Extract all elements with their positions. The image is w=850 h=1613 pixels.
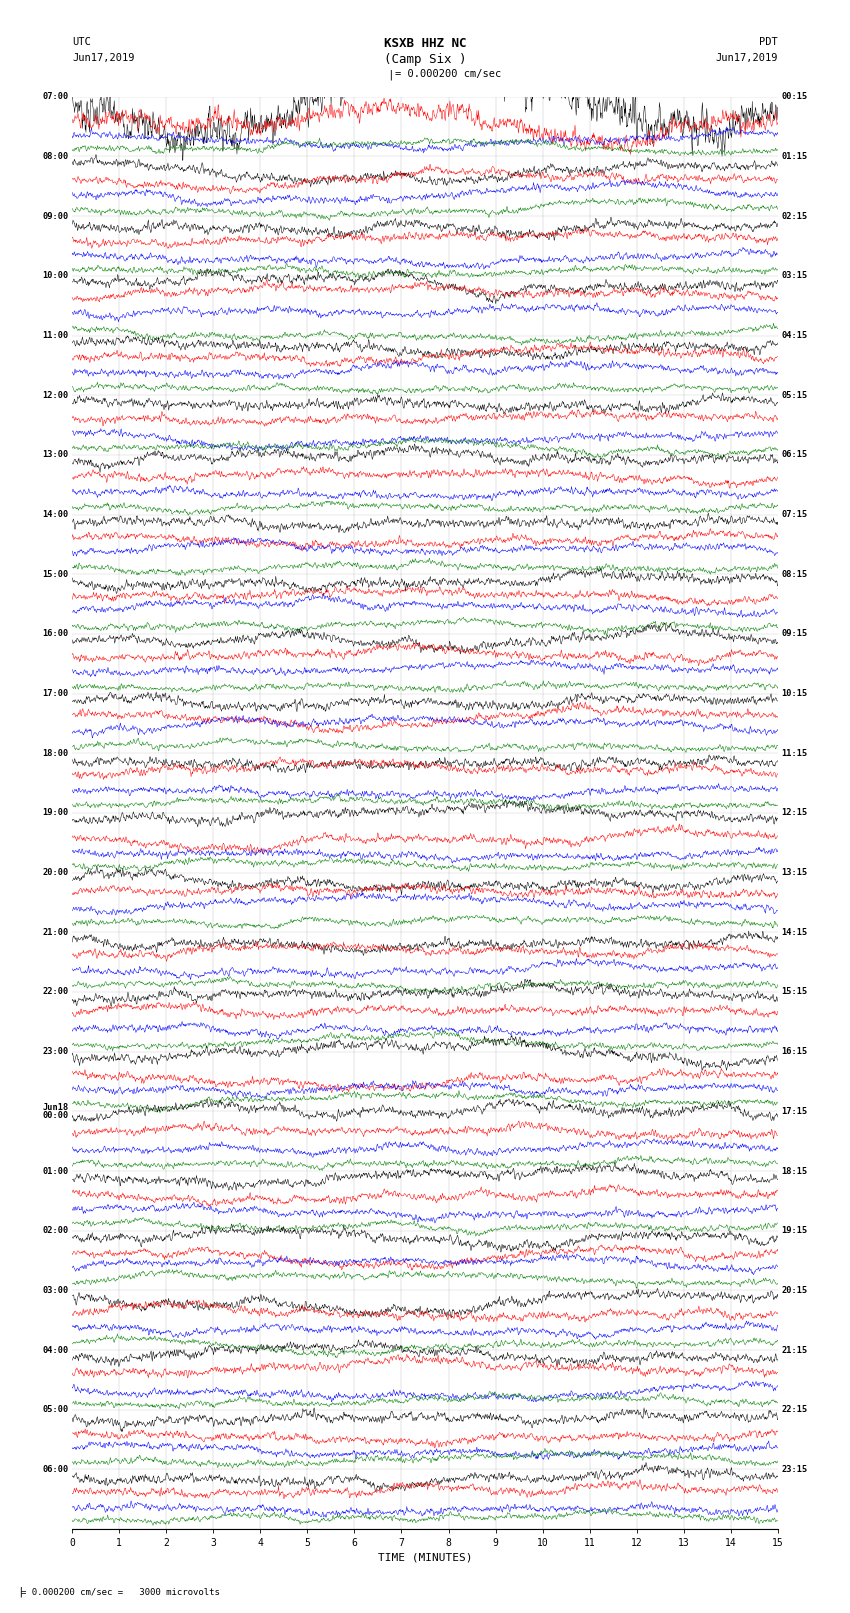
Text: 04:15: 04:15 — [781, 331, 807, 340]
Text: |: | — [17, 1586, 24, 1597]
Text: 08:00: 08:00 — [42, 152, 69, 161]
Text: 05:00: 05:00 — [42, 1405, 69, 1415]
Text: 17:00: 17:00 — [42, 689, 69, 698]
Text: 14:15: 14:15 — [781, 927, 807, 937]
Text: 11:15: 11:15 — [781, 748, 807, 758]
Text: 06:00: 06:00 — [42, 1465, 69, 1474]
Text: 00:15: 00:15 — [781, 92, 807, 102]
Text: 21:15: 21:15 — [781, 1345, 807, 1355]
Text: Jun17,2019: Jun17,2019 — [72, 53, 135, 63]
Text: Jun17,2019: Jun17,2019 — [715, 53, 778, 63]
Text: 14:00: 14:00 — [42, 510, 69, 519]
Text: 06:15: 06:15 — [781, 450, 807, 460]
Text: 18:15: 18:15 — [781, 1166, 807, 1176]
Text: 03:15: 03:15 — [781, 271, 807, 281]
Text: 05:15: 05:15 — [781, 390, 807, 400]
Text: 12:15: 12:15 — [781, 808, 807, 818]
Text: 09:00: 09:00 — [42, 211, 69, 221]
Text: 07:15: 07:15 — [781, 510, 807, 519]
Text: 17:15: 17:15 — [781, 1107, 807, 1116]
Text: 20:15: 20:15 — [781, 1286, 807, 1295]
Text: 19:00: 19:00 — [42, 808, 69, 818]
Text: 20:00: 20:00 — [42, 868, 69, 877]
Text: 10:00: 10:00 — [42, 271, 69, 281]
Text: 23:00: 23:00 — [42, 1047, 69, 1057]
Text: 15:00: 15:00 — [42, 569, 69, 579]
Text: = 0.000200 cm/sec =   3000 microvolts: = 0.000200 cm/sec = 3000 microvolts — [21, 1587, 220, 1597]
Text: 01:00: 01:00 — [42, 1166, 69, 1176]
Text: 04:00: 04:00 — [42, 1345, 69, 1355]
Text: 02:00: 02:00 — [42, 1226, 69, 1236]
Text: 02:15: 02:15 — [781, 211, 807, 221]
Text: 22:15: 22:15 — [781, 1405, 807, 1415]
Text: 03:00: 03:00 — [42, 1286, 69, 1295]
Text: 16:00: 16:00 — [42, 629, 69, 639]
X-axis label: TIME (MINUTES): TIME (MINUTES) — [377, 1552, 473, 1563]
Text: 21:00: 21:00 — [42, 927, 69, 937]
Text: 15:15: 15:15 — [781, 987, 807, 997]
Text: 23:15: 23:15 — [781, 1465, 807, 1474]
Text: 18:00: 18:00 — [42, 748, 69, 758]
Text: UTC: UTC — [72, 37, 91, 47]
Text: KSXB HHZ NC: KSXB HHZ NC — [383, 37, 467, 50]
Text: 09:15: 09:15 — [781, 629, 807, 639]
Text: |: | — [388, 69, 394, 81]
Text: 08:15: 08:15 — [781, 569, 807, 579]
Text: 22:00: 22:00 — [42, 987, 69, 997]
Text: 19:15: 19:15 — [781, 1226, 807, 1236]
Text: 13:00: 13:00 — [42, 450, 69, 460]
Text: 12:00: 12:00 — [42, 390, 69, 400]
Text: 01:15: 01:15 — [781, 152, 807, 161]
Text: 10:15: 10:15 — [781, 689, 807, 698]
Text: = 0.000200 cm/sec: = 0.000200 cm/sec — [395, 69, 501, 79]
Text: 11:00: 11:00 — [42, 331, 69, 340]
Text: PDT: PDT — [759, 37, 778, 47]
Text: Jun18
00:00: Jun18 00:00 — [42, 1103, 69, 1119]
Text: 16:15: 16:15 — [781, 1047, 807, 1057]
Text: 07:00: 07:00 — [42, 92, 69, 102]
Text: (Camp Six ): (Camp Six ) — [383, 53, 467, 66]
Text: 13:15: 13:15 — [781, 868, 807, 877]
